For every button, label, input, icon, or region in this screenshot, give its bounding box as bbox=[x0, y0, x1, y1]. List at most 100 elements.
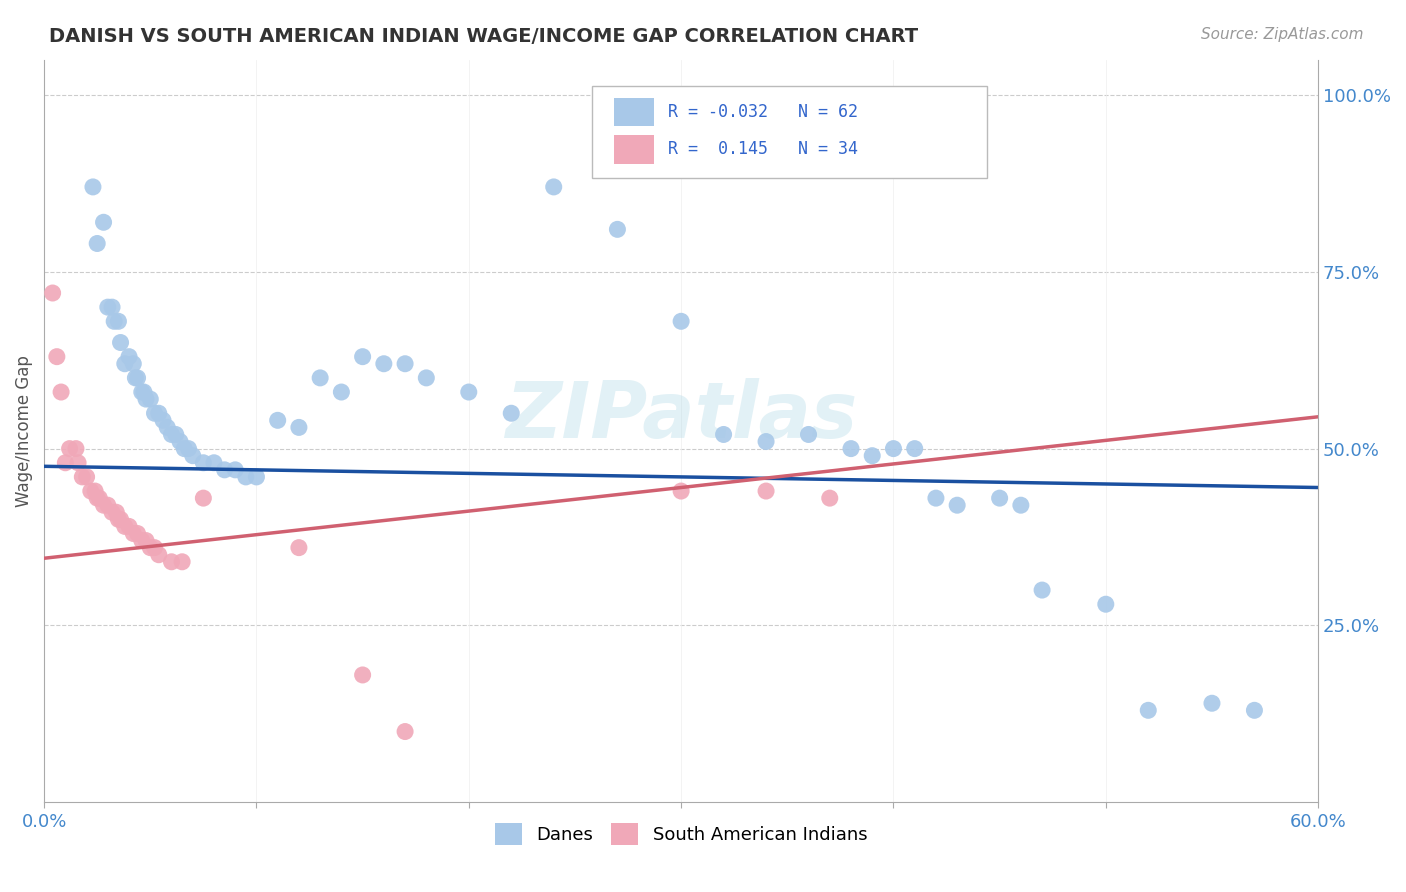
Point bbox=[1094, 597, 1116, 611]
Point bbox=[72, 470, 94, 484]
Point bbox=[110, 335, 132, 350]
Point bbox=[58, 442, 80, 456]
Legend: Danes, South American Indians: Danes, South American Indians bbox=[495, 823, 868, 846]
Point bbox=[860, 449, 883, 463]
Point bbox=[101, 505, 124, 519]
Point bbox=[122, 357, 145, 371]
Point bbox=[352, 350, 374, 364]
Text: DANISH VS SOUTH AMERICAN INDIAN WAGE/INCOME GAP CORRELATION CHART: DANISH VS SOUTH AMERICAN INDIAN WAGE/INC… bbox=[49, 27, 918, 45]
Point bbox=[139, 392, 162, 406]
Text: ZIPatlas: ZIPatlas bbox=[505, 378, 858, 454]
Point bbox=[224, 463, 246, 477]
Point bbox=[669, 314, 692, 328]
Point bbox=[177, 442, 200, 456]
Point bbox=[193, 456, 215, 470]
Point bbox=[169, 434, 191, 449]
Point bbox=[131, 384, 153, 399]
Point bbox=[53, 456, 76, 470]
Point bbox=[882, 442, 904, 456]
Point bbox=[1137, 703, 1160, 717]
Point bbox=[181, 449, 204, 463]
Point bbox=[105, 505, 128, 519]
Point bbox=[148, 406, 170, 420]
Point bbox=[988, 491, 1011, 505]
Point bbox=[118, 519, 141, 533]
Point bbox=[373, 357, 395, 371]
Point bbox=[110, 512, 132, 526]
Point bbox=[214, 463, 236, 477]
Point bbox=[101, 300, 124, 314]
Point bbox=[160, 555, 183, 569]
Point bbox=[394, 357, 416, 371]
Point bbox=[266, 413, 288, 427]
Text: Source: ZipAtlas.com: Source: ZipAtlas.com bbox=[1201, 27, 1364, 42]
Point bbox=[165, 427, 187, 442]
Point bbox=[925, 491, 948, 505]
Point bbox=[235, 470, 257, 484]
Point bbox=[49, 384, 72, 399]
Point bbox=[86, 236, 108, 251]
Point bbox=[839, 442, 862, 456]
Point bbox=[160, 427, 183, 442]
Bar bbox=[613, 136, 654, 163]
Y-axis label: Wage/Income Gap: Wage/Income Gap bbox=[15, 355, 32, 507]
Point bbox=[65, 442, 87, 456]
Point bbox=[114, 357, 136, 371]
Point bbox=[135, 533, 157, 548]
Point bbox=[904, 442, 927, 456]
Point bbox=[122, 526, 145, 541]
Point bbox=[103, 314, 125, 328]
Text: R =  0.145   N = 34: R = 0.145 N = 34 bbox=[668, 140, 859, 159]
Text: R = -0.032   N = 62: R = -0.032 N = 62 bbox=[668, 103, 859, 121]
Point bbox=[114, 519, 136, 533]
Point bbox=[76, 470, 98, 484]
Point bbox=[156, 420, 179, 434]
Point bbox=[1243, 703, 1265, 717]
Point bbox=[139, 541, 162, 555]
Point bbox=[152, 413, 174, 427]
Point bbox=[41, 285, 63, 300]
Point bbox=[288, 420, 311, 434]
Point bbox=[86, 491, 108, 505]
Point bbox=[755, 434, 778, 449]
Point bbox=[84, 484, 107, 499]
Point bbox=[330, 384, 353, 399]
Point bbox=[127, 371, 149, 385]
Point bbox=[1031, 583, 1053, 598]
Point bbox=[148, 548, 170, 562]
Point bbox=[97, 300, 120, 314]
Point bbox=[946, 498, 969, 512]
Point bbox=[245, 470, 267, 484]
Point bbox=[173, 442, 195, 456]
Point bbox=[127, 526, 149, 541]
Point bbox=[107, 314, 129, 328]
Point bbox=[132, 384, 155, 399]
Point bbox=[118, 350, 141, 364]
Point bbox=[352, 668, 374, 682]
Point bbox=[606, 222, 628, 236]
Point bbox=[797, 427, 820, 442]
Point bbox=[93, 498, 115, 512]
Point bbox=[143, 406, 166, 420]
Point bbox=[97, 498, 120, 512]
Point bbox=[202, 456, 225, 470]
Point bbox=[309, 371, 332, 385]
Point bbox=[143, 541, 166, 555]
Point bbox=[45, 350, 67, 364]
Point bbox=[193, 491, 215, 505]
Point bbox=[713, 427, 735, 442]
Point bbox=[1010, 498, 1032, 512]
Point bbox=[818, 491, 841, 505]
Point bbox=[82, 180, 104, 194]
Point bbox=[107, 512, 129, 526]
Point bbox=[80, 484, 103, 499]
Point bbox=[415, 371, 437, 385]
Point bbox=[501, 406, 523, 420]
Point bbox=[543, 180, 565, 194]
Point bbox=[394, 724, 416, 739]
Point bbox=[1201, 696, 1223, 710]
FancyBboxPatch shape bbox=[592, 86, 987, 178]
Point bbox=[755, 484, 778, 499]
Point bbox=[124, 371, 146, 385]
Point bbox=[669, 484, 692, 499]
